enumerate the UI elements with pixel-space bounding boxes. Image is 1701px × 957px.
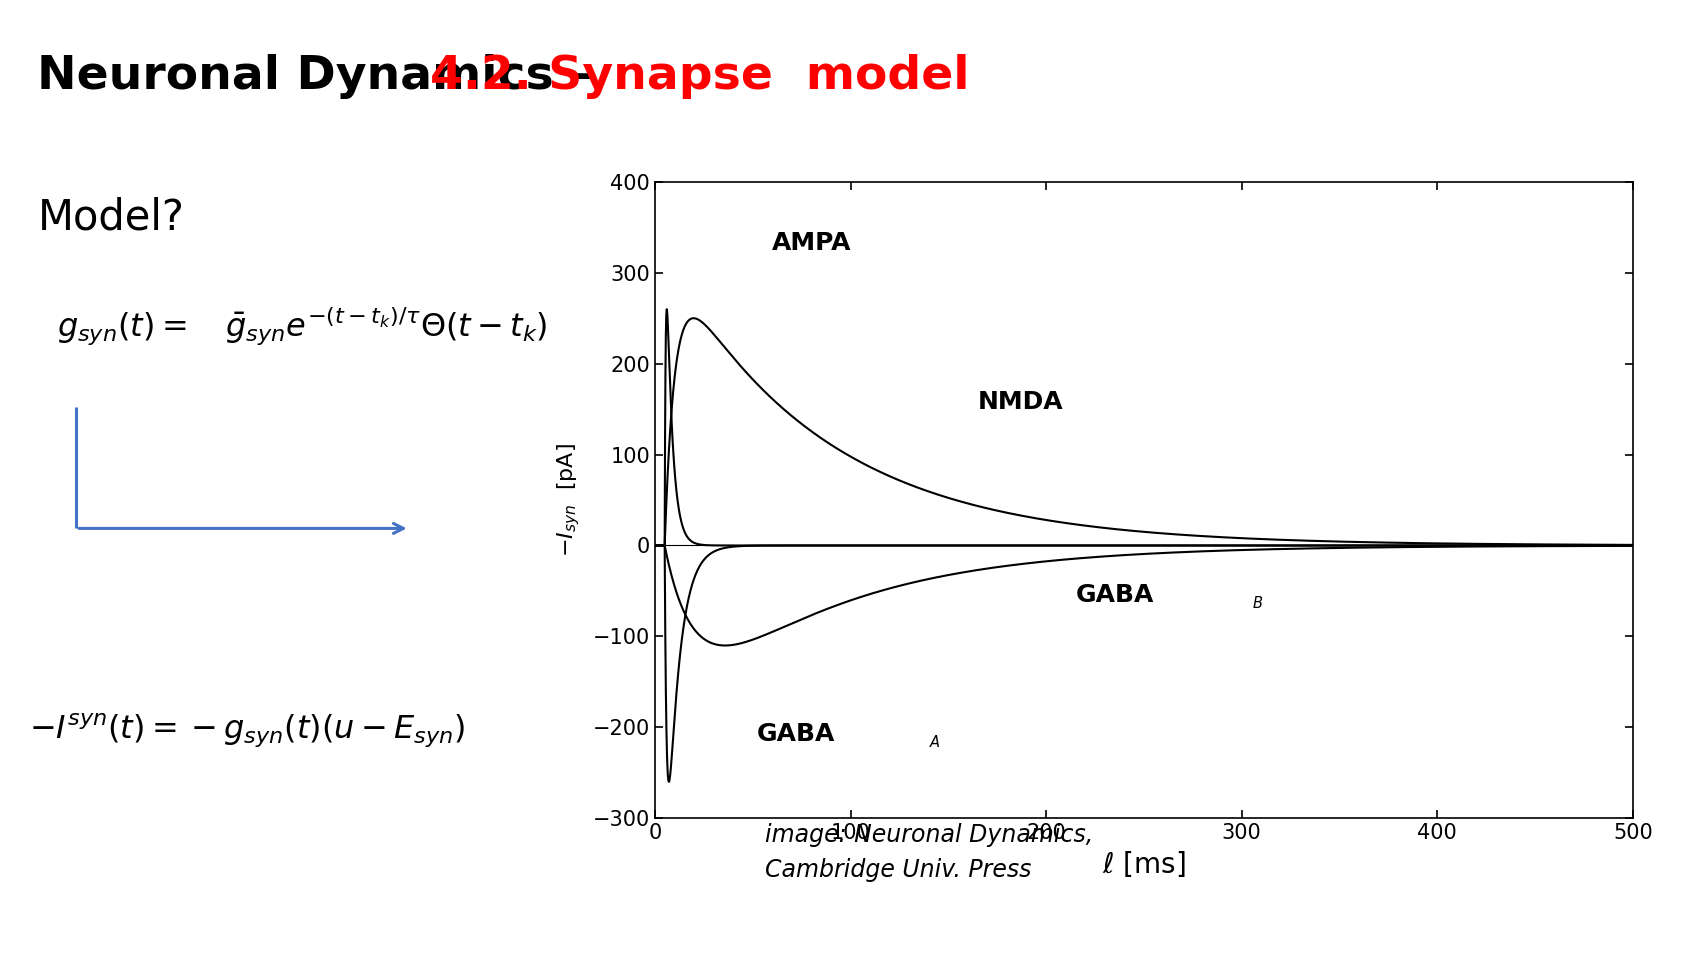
- X-axis label: $\ell$ [ms]: $\ell$ [ms]: [1102, 849, 1186, 879]
- Text: $-I^{syn}(t) = -g_{syn}(t)(u - E_{syn})$: $-I^{syn}(t) = -g_{syn}(t)(u - E_{syn})$: [29, 712, 464, 749]
- Text: image: Neuronal Dynamics,
Cambridge Univ. Press: image: Neuronal Dynamics, Cambridge Univ…: [765, 823, 1094, 882]
- Text: GABA: GABA: [1075, 583, 1153, 607]
- Text: Model?: Model?: [37, 197, 185, 239]
- Text: $_{A}$: $_{A}$: [929, 730, 941, 750]
- Text: NMDA: NMDA: [978, 390, 1063, 414]
- Text: Neuronal Dynamics –: Neuronal Dynamics –: [37, 54, 611, 99]
- Y-axis label: $-I_{syn}$  [pA]: $-I_{syn}$ [pA]: [555, 443, 582, 557]
- Text: 4.2. Synapse  model: 4.2. Synapse model: [430, 54, 970, 99]
- Text: $g_{syn}(t) = \quad \bar{g}_{syn}e^{-(t-t_k)/\tau}\Theta(t-t_k)$: $g_{syn}(t) = \quad \bar{g}_{syn}e^{-(t-…: [58, 305, 548, 347]
- Text: $_{B}$: $_{B}$: [1252, 591, 1262, 611]
- Text: GABA: GABA: [757, 722, 835, 746]
- Text: AMPA: AMPA: [772, 231, 852, 255]
